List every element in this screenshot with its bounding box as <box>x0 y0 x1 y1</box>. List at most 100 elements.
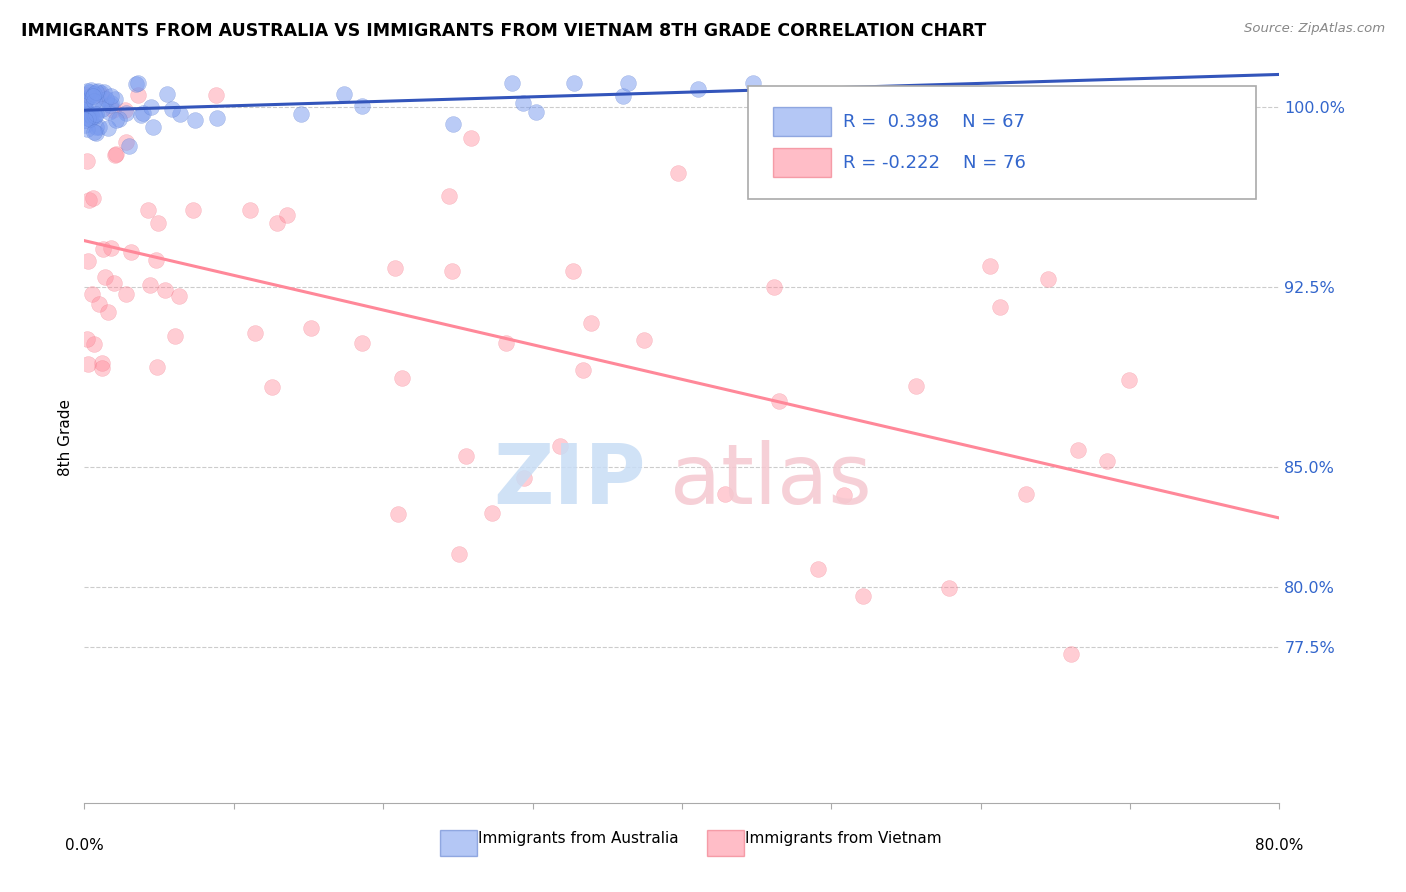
Point <box>205 88 228 103</box>
Point <box>75 95 97 109</box>
Point <box>768 393 790 408</box>
Text: Source: ZipAtlas.com: Source: ZipAtlas.com <box>1244 22 1385 36</box>
Point <box>84 126 107 140</box>
Point <box>352 98 374 112</box>
Point <box>76 84 98 98</box>
Point <box>97 120 120 135</box>
Point <box>104 112 127 127</box>
Point <box>94 92 117 106</box>
Point <box>167 288 190 302</box>
Point <box>384 261 406 276</box>
Point <box>139 278 162 293</box>
Point <box>100 89 122 103</box>
Point <box>145 253 167 268</box>
Point <box>79 89 101 103</box>
Point <box>100 96 122 111</box>
Point <box>139 99 162 113</box>
Point <box>142 120 165 134</box>
Point <box>495 335 517 350</box>
Point <box>501 76 523 90</box>
Point <box>979 259 1001 273</box>
Point <box>481 506 503 520</box>
Point <box>84 109 107 123</box>
Point <box>104 148 127 162</box>
Point <box>75 118 97 132</box>
Point <box>114 105 136 120</box>
Point <box>86 95 108 110</box>
Point <box>80 110 103 124</box>
Point <box>572 362 595 376</box>
Point <box>183 202 205 217</box>
Text: Immigrants from Australia: Immigrants from Australia <box>478 831 679 846</box>
Point <box>75 112 97 127</box>
Point <box>125 77 148 91</box>
Point <box>333 87 356 101</box>
Point <box>350 336 373 351</box>
Point <box>90 88 112 103</box>
Point <box>97 305 120 319</box>
Point <box>76 253 98 268</box>
Point <box>91 360 114 375</box>
Point <box>90 86 112 100</box>
Point <box>513 471 536 485</box>
Point <box>1118 373 1140 387</box>
Point <box>1097 454 1119 468</box>
Point <box>75 103 97 117</box>
Point <box>129 108 152 122</box>
Point <box>852 589 875 603</box>
Point <box>83 87 105 101</box>
Point <box>1067 442 1090 457</box>
Point <box>77 357 100 371</box>
Text: R =  0.398    N = 67: R = 0.398 N = 67 <box>844 112 1025 131</box>
Point <box>127 76 149 90</box>
Point <box>160 102 183 116</box>
Point <box>524 104 547 119</box>
Point <box>87 120 110 134</box>
Point <box>668 166 690 180</box>
Point <box>260 380 283 394</box>
Point <box>76 92 98 106</box>
Point <box>114 103 136 118</box>
Point <box>76 106 98 120</box>
Point <box>169 106 191 120</box>
Point <box>456 449 478 463</box>
Point <box>988 301 1011 315</box>
Point <box>290 107 312 121</box>
Point <box>83 337 105 351</box>
Point <box>107 112 129 126</box>
Text: Immigrants from Vietnam: Immigrants from Vietnam <box>745 831 942 846</box>
Point <box>163 329 186 343</box>
Point <box>441 117 464 131</box>
Point <box>512 95 534 110</box>
Point <box>688 82 710 96</box>
Point <box>1015 486 1038 500</box>
Point <box>207 111 229 125</box>
Text: IMMIGRANTS FROM AUSTRALIA VS IMMIGRANTS FROM VIETNAM 8TH GRADE CORRELATION CHART: IMMIGRANTS FROM AUSTRALIA VS IMMIGRANTS … <box>21 22 987 40</box>
Point <box>239 202 262 217</box>
Y-axis label: 8th Grade: 8th Grade <box>58 399 73 475</box>
FancyBboxPatch shape <box>773 148 831 178</box>
Point <box>550 439 572 453</box>
Point <box>118 139 141 153</box>
Point <box>98 98 121 112</box>
Point <box>120 245 142 260</box>
Point <box>114 286 136 301</box>
FancyBboxPatch shape <box>773 107 831 136</box>
Point <box>183 113 205 128</box>
Point <box>612 89 634 103</box>
Point <box>76 331 98 345</box>
Point <box>832 488 855 502</box>
Point <box>616 76 638 90</box>
Point <box>127 88 149 103</box>
Point <box>80 108 103 122</box>
Point <box>440 263 463 277</box>
Text: 0.0%: 0.0% <box>65 838 104 854</box>
Point <box>742 76 765 90</box>
Point <box>156 87 179 102</box>
Point <box>439 188 461 202</box>
Point <box>104 92 127 106</box>
Point <box>136 202 159 217</box>
Point <box>905 379 928 393</box>
Point <box>84 107 107 121</box>
Point <box>82 287 104 301</box>
